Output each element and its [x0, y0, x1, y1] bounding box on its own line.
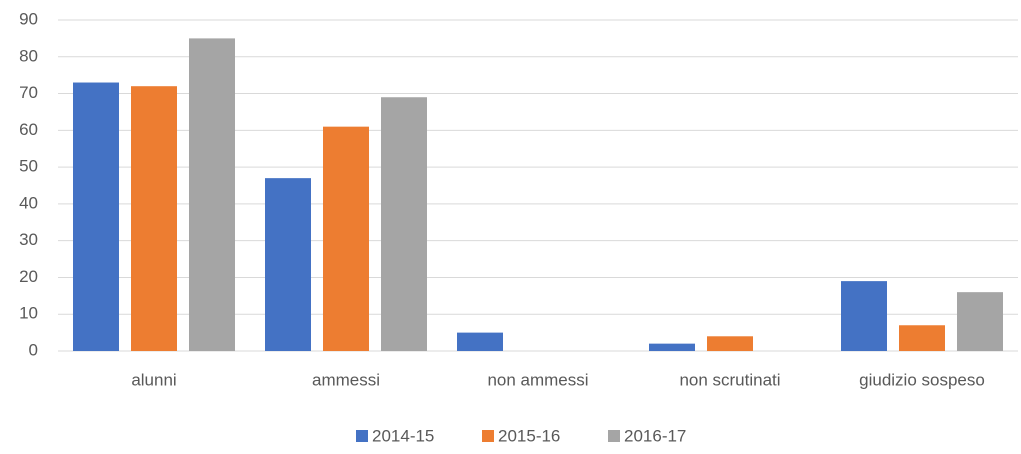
- bar: [381, 97, 427, 351]
- bar: [841, 281, 887, 351]
- bar: [899, 325, 945, 351]
- legend-label: 2015-16: [498, 426, 560, 445]
- bar: [323, 126, 369, 352]
- y-tick-label: 60: [19, 120, 38, 139]
- bar: [649, 343, 695, 351]
- legend-label: 2014-15: [372, 426, 434, 445]
- legend-swatch: [482, 430, 494, 442]
- y-tick-label: 40: [19, 193, 38, 212]
- x-tick-label: non scrutinati: [679, 370, 780, 389]
- y-tick-label: 90: [19, 9, 38, 28]
- x-tick-label: alunni: [131, 370, 176, 389]
- y-tick-label: 70: [19, 83, 38, 102]
- y-tick-label: 30: [19, 230, 38, 249]
- bar: [457, 332, 503, 351]
- bar: [957, 292, 1003, 351]
- y-tick-label: 20: [19, 267, 38, 286]
- bar: [131, 86, 177, 351]
- bar: [265, 178, 311, 351]
- x-tick-label: ammessi: [312, 370, 380, 389]
- legend-swatch: [356, 430, 368, 442]
- bar: [73, 82, 119, 352]
- y-tick-label: 50: [19, 157, 38, 176]
- bar: [707, 336, 753, 351]
- y-tick-label: 10: [19, 304, 38, 323]
- legend-swatch: [608, 430, 620, 442]
- y-tick-label: 80: [19, 46, 38, 65]
- y-tick-label: 0: [29, 340, 38, 359]
- bar: [189, 38, 235, 352]
- x-tick-label: non ammessi: [487, 370, 588, 389]
- x-tick-label: giudizio sospeso: [859, 370, 985, 389]
- legend-label: 2016-17: [624, 426, 686, 445]
